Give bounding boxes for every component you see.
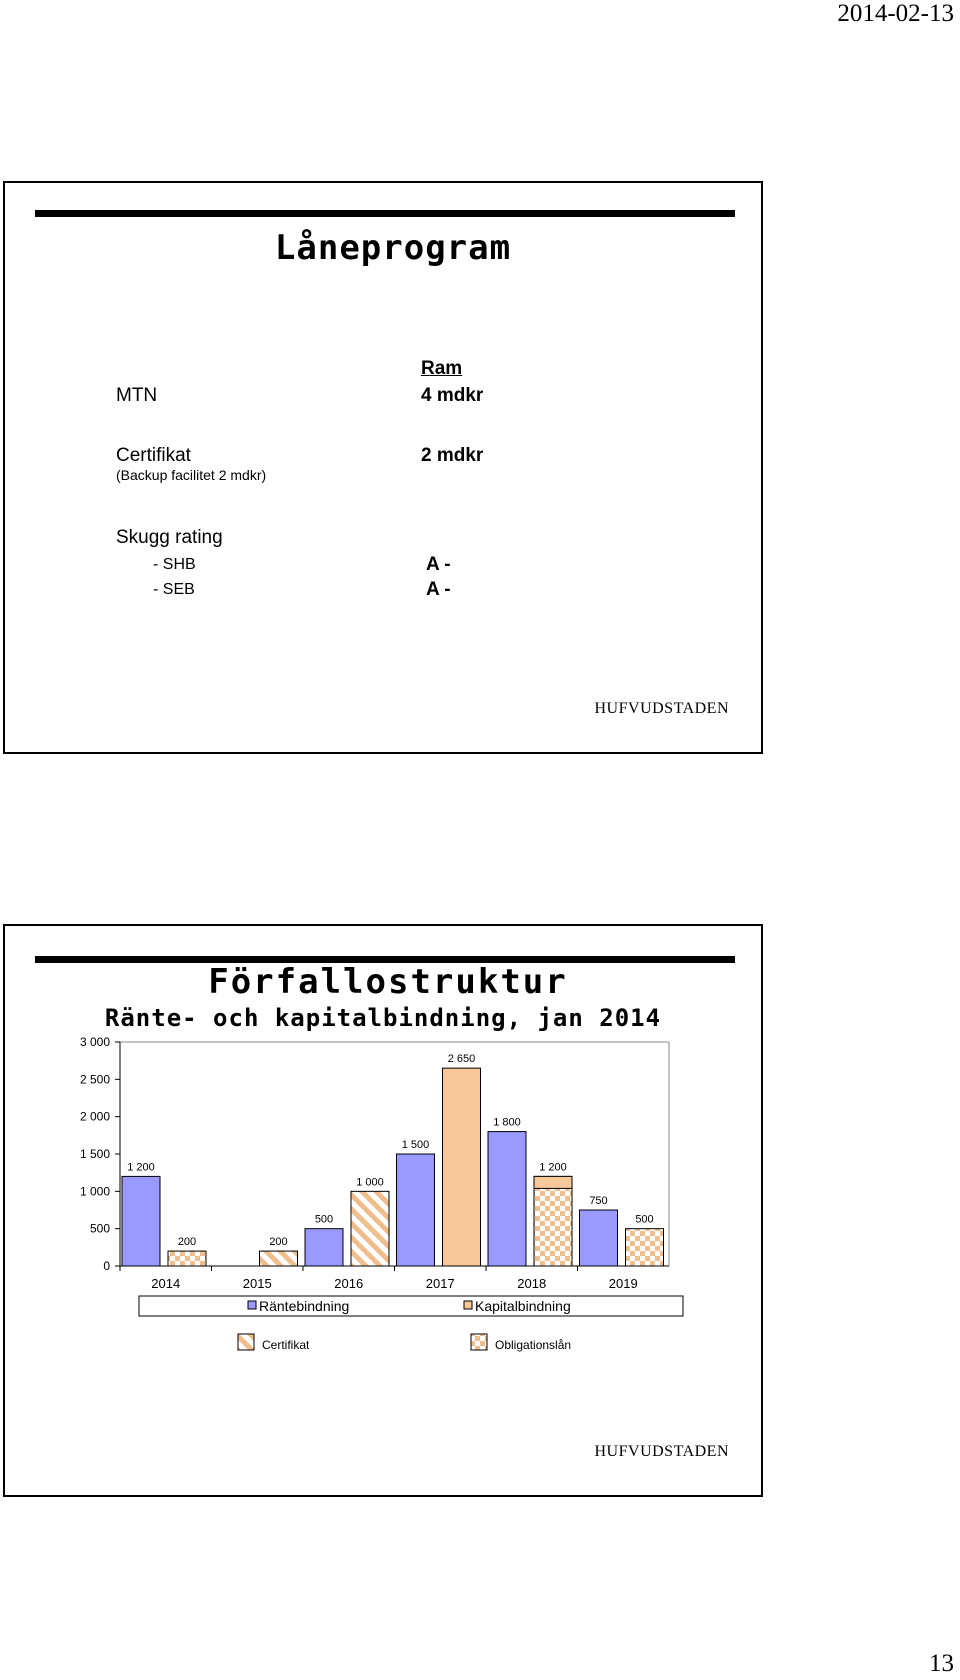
y-tick-label: 0: [103, 1259, 110, 1273]
legend-label-rantebindning: Räntebindning: [259, 1298, 349, 1314]
x-tick-label: 2016: [334, 1276, 363, 1291]
page-date: 2014-02-13: [837, 0, 954, 27]
row-note-certifikat: (Backup facilitet 2 mdkr): [116, 467, 267, 483]
slide-maturity-structure: Förfallostruktur Ränte- och kapitalbindn…: [3, 924, 763, 1497]
x-tick-label: 2015: [243, 1276, 272, 1291]
page-number: 13: [929, 1650, 954, 1677]
title-rule: [35, 956, 735, 963]
rating-value-seb: A -: [426, 579, 451, 600]
data-label-rantebindning: 500: [315, 1214, 333, 1226]
legend-swatch-obligationslan: [470, 1333, 488, 1351]
bar-kapitalbindning-cap: [533, 1175, 573, 1189]
data-label-kapitalbindning: 200: [178, 1236, 196, 1248]
legend-swatch-rantebindning: [247, 1300, 257, 1310]
bar-kapitalbindning: [533, 1175, 573, 1267]
rating-heading: Skugg rating: [116, 527, 223, 548]
bar-kapitalbindning: [167, 1250, 207, 1267]
data-label-rantebindning: 1 200: [127, 1161, 155, 1173]
slide-subtitle: Ränte- och kapitalbindning, jan 2014: [104, 1004, 662, 1032]
row-label-mtn: MTN: [116, 385, 158, 406]
hufvudstaden-logo: HUFVUDSTADEN: [594, 1443, 729, 1460]
legend-label-kapitalbindning: Kapitalbindning: [475, 1298, 571, 1314]
slide-loan-program: Låneprogram Ram MTN 4 mdkr Certifikat (B…: [3, 181, 763, 754]
y-tick-label: 2 000: [80, 1110, 110, 1124]
slide-title: Låneprogram: [274, 228, 512, 268]
data-label-kapitalbindning: 2 650: [448, 1053, 476, 1065]
slide-title: Förfallostruktur: [208, 962, 568, 1002]
legend-label-obligationslan: Obligationslån: [495, 1338, 571, 1352]
bar-rantebindning: [487, 1131, 527, 1267]
bar-rantebindning: [304, 1228, 344, 1267]
y-tick-label: 1 000: [80, 1184, 110, 1198]
data-label-rantebindning: 1 500: [402, 1139, 430, 1151]
y-tick-label: 500: [90, 1222, 110, 1236]
rating-label-seb: - SEB: [153, 581, 195, 598]
hufvudstaden-logo: HUFVUDSTADEN: [594, 700, 729, 717]
y-tick-label: 3 000: [80, 1036, 110, 1049]
title-rule: [35, 210, 735, 217]
x-tick-label: 2019: [609, 1276, 638, 1291]
data-label-kapitalbindning: 200: [269, 1236, 287, 1248]
x-tick-label: 2014: [151, 1276, 180, 1291]
bar-kapitalbindning: [625, 1228, 664, 1267]
bar-kapitalbindning: [442, 1067, 481, 1267]
y-tick-label: 1 500: [80, 1147, 110, 1161]
y-tick-label: 2 500: [80, 1072, 110, 1086]
rating-value-shb: A -: [426, 554, 451, 575]
rating-label-shb: - SHB: [153, 556, 196, 573]
data-label-kapitalbindning: 1 000: [356, 1176, 384, 1188]
legend-label-certifikat: Certifikat: [262, 1338, 310, 1352]
x-tick-label: 2018: [517, 1276, 546, 1291]
row-label-certifikat: Certifikat: [116, 445, 191, 466]
x-tick-label: 2017: [426, 1276, 455, 1291]
bar-rantebindning: [579, 1209, 618, 1267]
legend-swatch-certifikat: [237, 1333, 255, 1351]
data-label-rantebindning: 1 800: [493, 1117, 521, 1129]
data-label-kapitalbindning: 1 200: [539, 1161, 567, 1173]
data-label-rantebindning: 750: [589, 1195, 607, 1207]
bar-kapitalbindning: [350, 1190, 390, 1267]
bar-kapitalbindning: [259, 1250, 298, 1267]
bar-rantebindning: [396, 1153, 435, 1267]
legend-swatch-kapitalbindning: [463, 1300, 473, 1310]
column-header-ram: Ram: [421, 358, 463, 379]
bar-rantebindning: [121, 1175, 161, 1267]
row-value-certifikat: 2 mdkr: [421, 445, 484, 466]
row-value-mtn: 4 mdkr: [421, 385, 484, 406]
data-label-kapitalbindning: 500: [635, 1214, 653, 1226]
legend-box: [138, 1295, 684, 1317]
